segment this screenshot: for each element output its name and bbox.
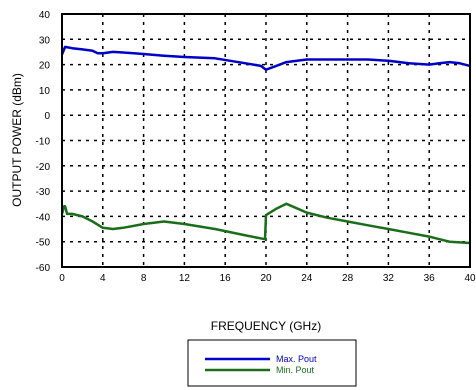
legend-label-max-pout: Max. Pout: [276, 354, 317, 364]
x-tick-label: 8: [141, 273, 147, 284]
series-lines: [60, 45, 471, 245]
y-tick-label: 40: [39, 10, 51, 21]
y-tick-label: -30: [36, 187, 51, 198]
x-tick-label: 4: [100, 273, 106, 284]
x-tick-label: 0: [59, 273, 65, 284]
y-tick-label: -10: [36, 137, 51, 148]
tick-labels: 0 4 8 12 16 20 24 28 32 36 40 40 30 20 10 0 -10 -20 -30 -40…: [36, 10, 476, 284]
x-tick-label: 32: [383, 273, 395, 284]
y-tick-label: 20: [39, 61, 51, 72]
legend: Max. Pout Min. Pout: [187, 339, 357, 387]
y-tick-label: -40: [36, 212, 51, 223]
series-line-max-pout: [60, 45, 471, 71]
plot-frame: [61, 13, 471, 268]
y-tick-label: 10: [39, 86, 51, 97]
y-tick-label: -60: [36, 263, 51, 274]
x-tick-label: 40: [464, 273, 476, 284]
legend-label-min-pout: Min. Pout: [276, 365, 315, 375]
x-tick-label: 20: [260, 273, 272, 284]
x-tick-label: 12: [179, 273, 191, 284]
x-tick-label: 36: [424, 273, 436, 284]
series-line-min-pout: [60, 202, 471, 245]
x-axis-label: FREQUENCY (GHz): [211, 319, 321, 333]
legend-box: [187, 339, 357, 387]
x-tick-label: 16: [220, 273, 232, 284]
x-tick-label: 24: [301, 273, 313, 284]
y-tick-label: -20: [36, 162, 51, 173]
x-tick-label: 28: [342, 273, 354, 284]
y-tick-label: 30: [39, 35, 51, 46]
y-tick-label: 0: [44, 111, 50, 122]
y-tick-label: -50: [36, 238, 51, 249]
y-axis-label: OUTPUT POWER (dBm): [10, 73, 24, 207]
